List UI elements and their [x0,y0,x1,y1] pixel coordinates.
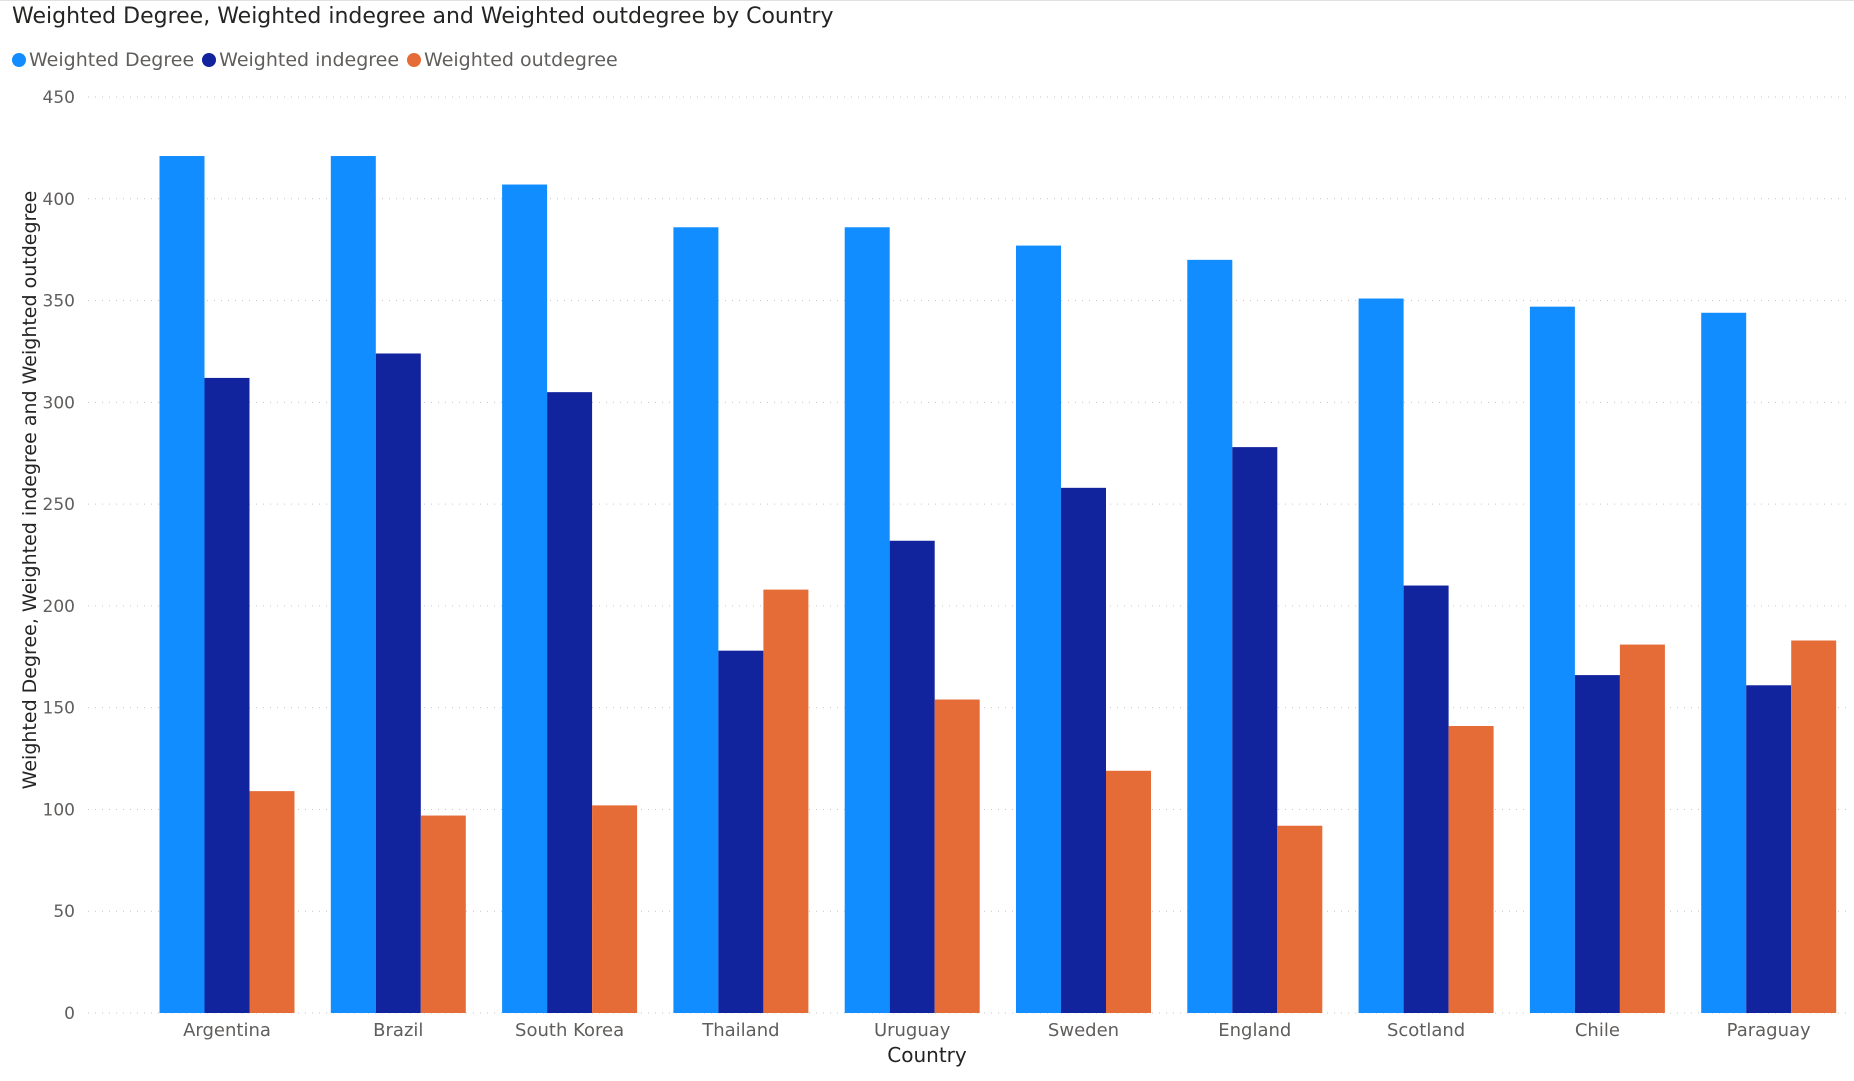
bar-weighted-outdegree-paraguay[interactable] [1791,640,1837,1013]
bar-weighted-outdegree-scotland[interactable] [1448,725,1494,1013]
bar-weighted-indegree-south-korea[interactable] [547,392,593,1014]
bar-weighted-degree-sweden[interactable] [1016,245,1061,1013]
legend-dot-icon [12,53,26,67]
bar-weighted-indegree-scotland[interactable] [1403,585,1449,1013]
bar-weighted-indegree-uruguay[interactable] [889,540,935,1013]
legend-item-weighted-outdegree[interactable]: Weighted outdegree [407,49,618,71]
legend-label: Weighted indegree [219,49,400,71]
bar-weighted-degree-brazil[interactable] [330,156,376,1013]
x-tick-label: Scotland [1387,1020,1465,1041]
bar-weighted-outdegree-brazil[interactable] [420,815,466,1013]
bar-weighted-indegree-paraguay[interactable] [1746,685,1792,1013]
x-tick-label: Thailand [701,1020,779,1041]
bar-weighted-degree-paraguay[interactable] [1701,312,1747,1013]
y-tick-label: 100 [43,800,75,820]
x-tick-label: Uruguay [874,1020,951,1041]
bar-weighted-degree-england[interactable] [1187,259,1233,1013]
y-tick-label: 450 [43,88,75,108]
y-tick-label: 0 [64,1004,75,1024]
top-border [0,0,1854,1]
bar-weighted-outdegree-sweden[interactable] [1106,770,1151,1013]
bar-weighted-indegree-brazil[interactable] [375,353,421,1014]
y-tick-label: 200 [43,597,75,617]
chart-title: Weighted Degree, Weighted indegree and W… [12,4,834,29]
bar-weighted-indegree-sweden[interactable] [1061,487,1106,1013]
x-tick-label: Sweden [1048,1020,1119,1041]
bar-weighted-degree-thailand[interactable] [673,227,719,1013]
legend-label: Weighted Degree [29,49,195,71]
bar-weighted-degree-chile[interactable] [1529,306,1575,1013]
bar-weighted-degree-scotland[interactable] [1358,298,1404,1013]
legend-label: Weighted outdegree [424,49,618,71]
y-axis-ticks: 0 50 100 150 200 250 300 350 400 450 [43,88,75,1024]
legend-dot-icon [407,53,422,67]
x-axis-title: Country [887,1043,967,1067]
bar-weighted-indegree-chile[interactable] [1574,675,1620,1013]
legend: Weighted Degree Weighted indegree Weight… [12,49,626,71]
x-tick-label: Paraguay [1727,1020,1811,1041]
legend-item-weighted-degree[interactable]: Weighted Degree [12,49,194,71]
x-tick-label: Brazil [373,1020,423,1041]
x-tick-label: England [1218,1020,1291,1041]
x-tick-label: South Korea [515,1020,624,1041]
bar-weighted-outdegree-uruguay[interactable] [934,699,980,1013]
bar-weighted-outdegree-thailand[interactable] [763,589,809,1013]
bar-weighted-outdegree-england[interactable] [1277,825,1323,1013]
y-tick-label: 400 [43,190,75,210]
y-tick-label: 50 [53,902,75,922]
bar-weighted-indegree-thailand[interactable] [718,650,764,1013]
legend-item-weighted-indegree[interactable]: Weighted indegree [202,49,399,71]
bar-weighted-outdegree-south-korea[interactable] [592,805,638,1013]
x-tick-label: Chile [1575,1020,1620,1041]
bar-weighted-indegree-england[interactable] [1232,447,1278,1013]
x-axis-ticks: Argentina Brazil South Korea Thailand Urugua… [183,1020,1811,1041]
bar-weighted-degree-uruguay[interactable] [844,227,890,1013]
y-tick-label: 250 [43,495,75,515]
y-tick-label: 300 [43,393,75,413]
bar-weighted-indegree-argentina[interactable] [204,377,250,1013]
bars [159,156,1837,1014]
x-tick-label: Argentina [183,1020,271,1041]
bar-weighted-outdegree-argentina[interactable] [249,791,295,1013]
y-tick-label: 150 [43,699,75,719]
legend-dot-icon [202,53,217,67]
bar-weighted-outdegree-chile[interactable] [1619,644,1665,1013]
bar-weighted-degree-south-korea[interactable] [502,184,548,1014]
bar-weighted-degree-argentina[interactable] [159,156,205,1013]
y-tick-label: 350 [43,292,75,312]
